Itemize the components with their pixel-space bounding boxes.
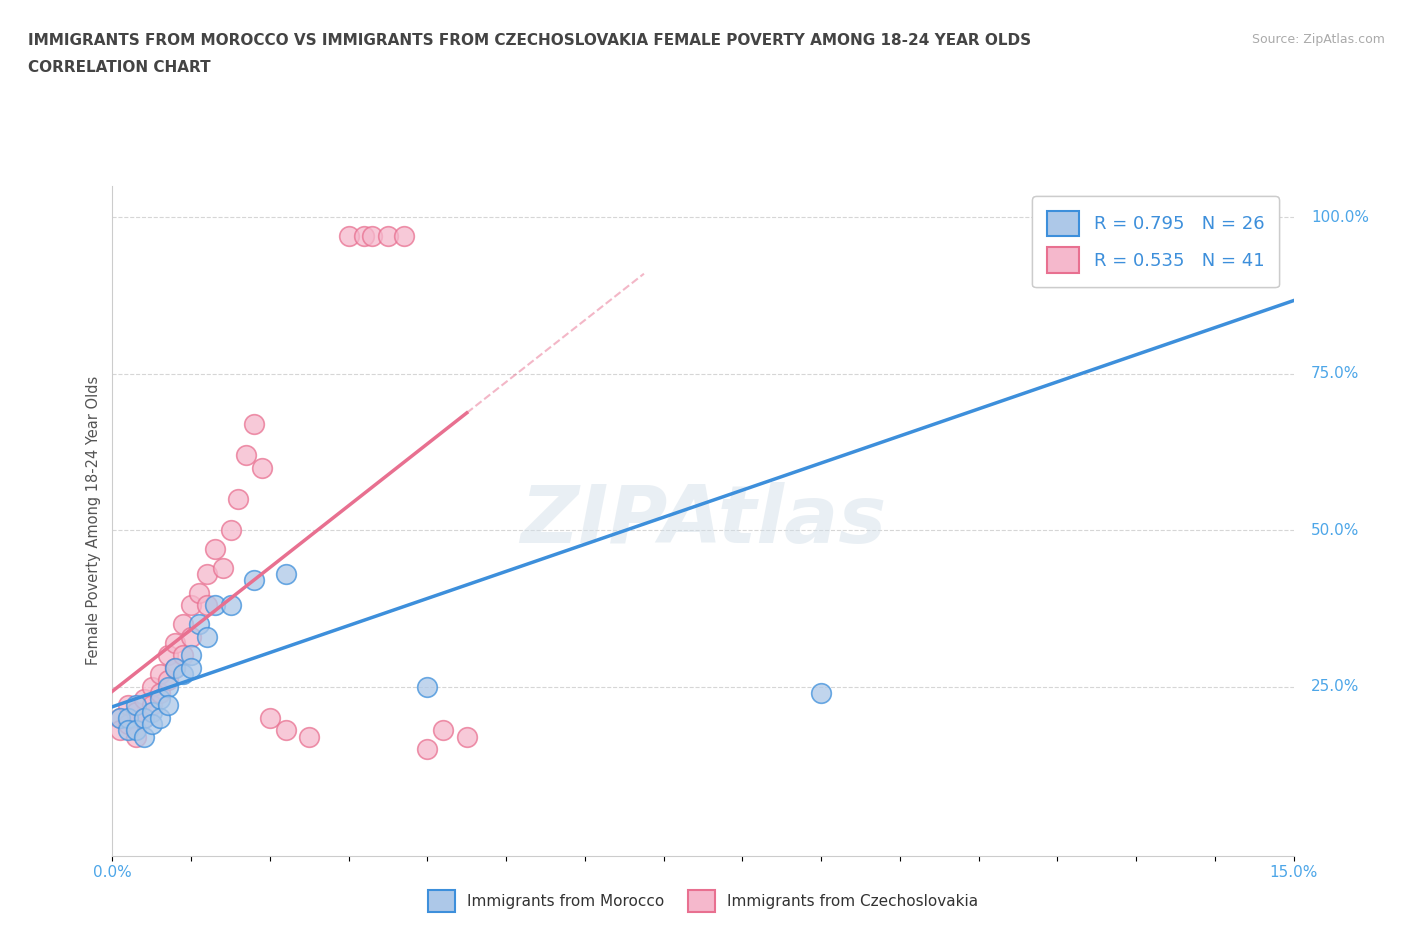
Text: 25.0%: 25.0% [1312,679,1360,694]
Point [377,229,399,244]
Point [810,685,832,700]
Point [132,711,155,725]
Point [392,229,415,244]
Point [432,723,454,737]
Point [243,573,266,588]
Point [149,692,172,707]
Point [156,679,179,694]
Point [235,447,257,462]
Point [180,598,202,613]
Point [117,698,139,713]
Point [298,729,321,744]
Point [180,629,202,644]
Point [228,491,250,506]
Point [110,711,132,725]
Point [165,635,187,650]
Point [195,566,218,581]
Point [132,729,155,744]
Text: IMMIGRANTS FROM MOROCCO VS IMMIGRANTS FROM CZECHOSLOVAKIA FEMALE POVERTY AMONG 1: IMMIGRANTS FROM MOROCCO VS IMMIGRANTS FR… [28,33,1031,47]
Text: ZIPAtlas: ZIPAtlas [520,482,886,560]
Point [117,711,139,725]
Point [149,685,172,700]
Point [156,648,179,663]
Point [353,229,375,244]
Point [219,523,242,538]
Point [125,704,148,719]
Point [110,711,132,725]
Point [132,711,155,725]
Point [211,560,233,575]
Point [110,723,132,737]
Point [195,629,218,644]
Point [149,667,172,682]
Point [141,704,163,719]
Point [141,698,163,713]
Y-axis label: Female Poverty Among 18-24 Year Olds: Female Poverty Among 18-24 Year Olds [86,376,101,666]
Point [195,598,218,613]
Point [125,729,148,744]
Text: 100.0%: 100.0% [1312,210,1369,225]
Point [141,717,163,732]
Point [274,566,297,581]
Legend: R = 0.795   N = 26, R = 0.535   N = 41: R = 0.795 N = 26, R = 0.535 N = 41 [1032,196,1278,287]
Point [219,598,242,613]
Point [149,711,172,725]
Point [180,648,202,663]
Point [172,667,194,682]
Point [125,698,148,713]
Point [416,679,439,694]
Text: Source: ZipAtlas.com: Source: ZipAtlas.com [1251,33,1385,46]
Point [188,617,211,631]
Text: CORRELATION CHART: CORRELATION CHART [28,60,211,75]
Point [204,541,226,556]
Point [165,660,187,675]
Point [250,460,273,475]
Point [132,692,155,707]
Point [156,698,179,713]
Point [274,723,297,737]
Point [188,585,211,600]
Text: 50.0%: 50.0% [1312,523,1360,538]
Point [172,648,194,663]
Point [141,679,163,694]
Point [117,723,139,737]
Point [125,723,148,737]
Point [172,617,194,631]
Point [180,660,202,675]
Point [204,598,226,613]
Text: 75.0%: 75.0% [1312,366,1360,381]
Point [416,742,439,757]
Point [117,717,139,732]
Legend: Immigrants from Morocco, Immigrants from Czechoslovakia: Immigrants from Morocco, Immigrants from… [422,884,984,918]
Point [165,660,187,675]
Point [361,229,384,244]
Point [1085,210,1108,225]
Point [156,673,179,688]
Point [259,711,281,725]
Point [337,229,360,244]
Point [243,417,266,432]
Point [456,729,478,744]
